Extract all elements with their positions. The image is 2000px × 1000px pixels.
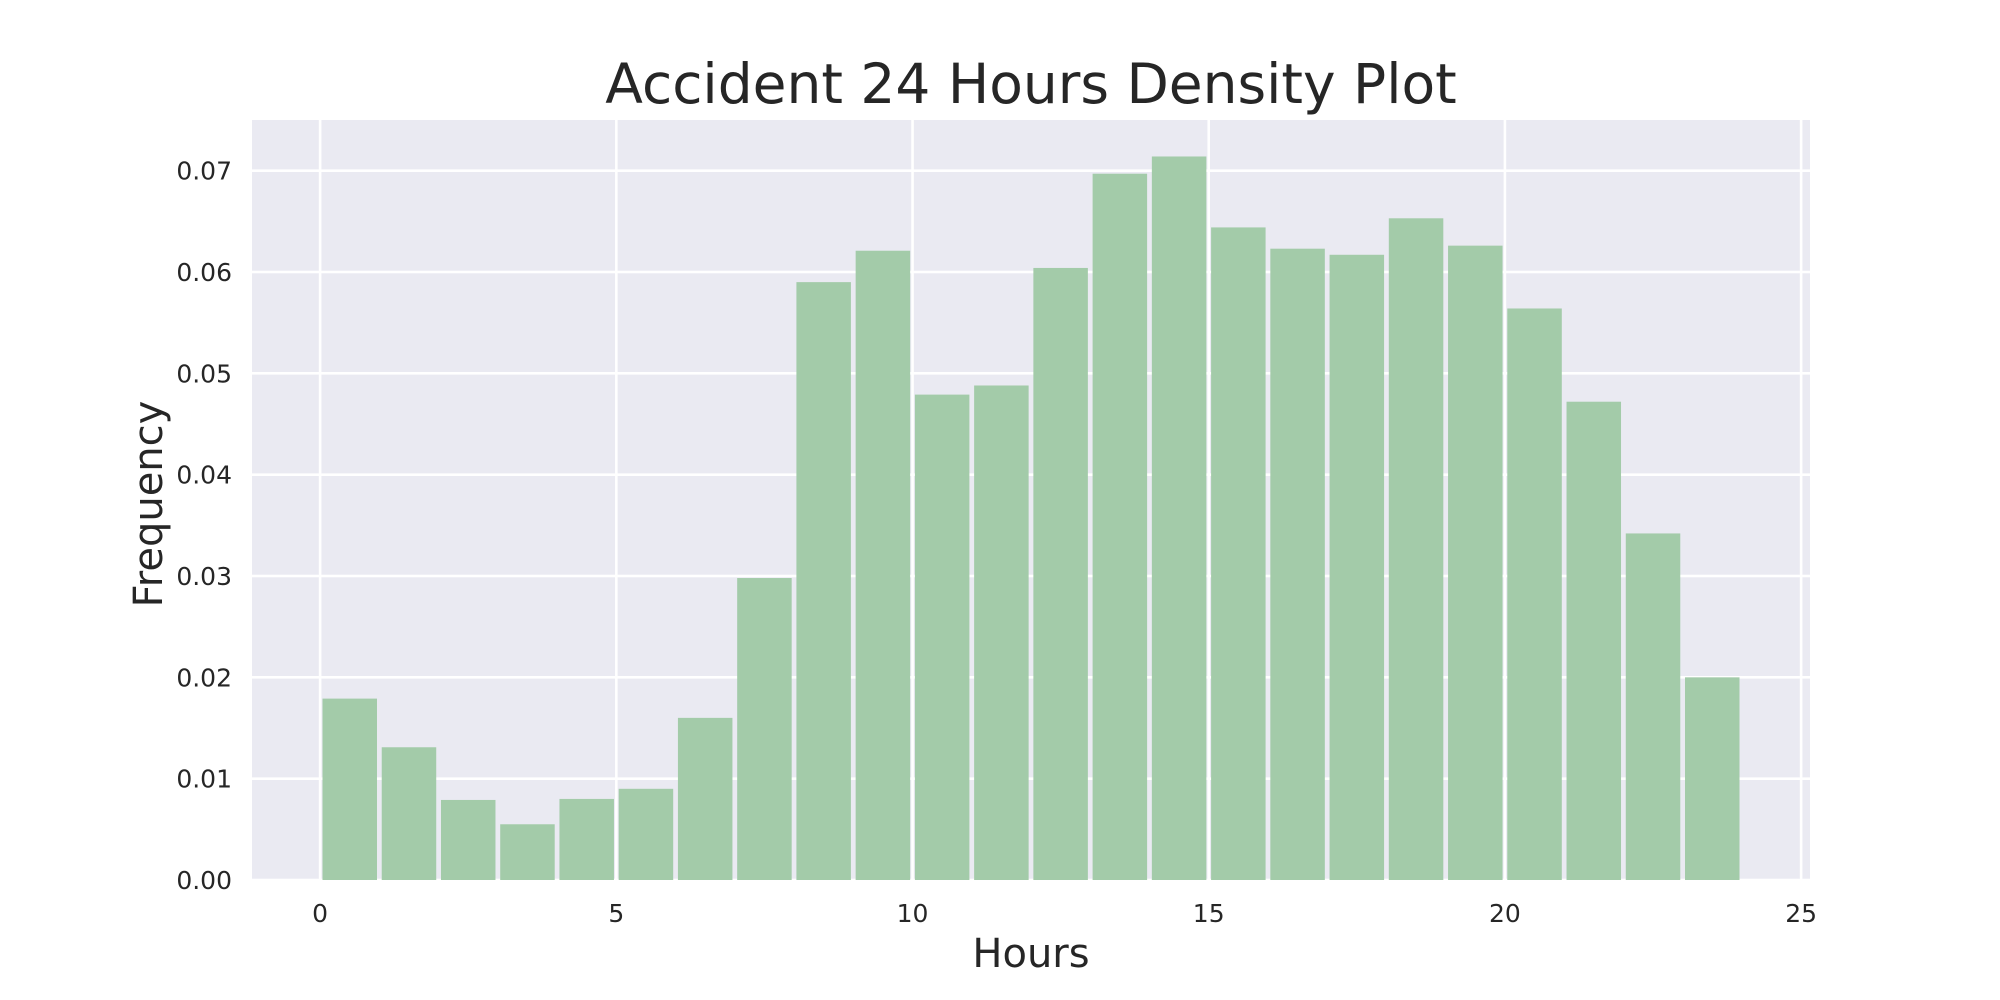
histogram-bar <box>974 385 1029 880</box>
histogram-bar <box>855 250 911 881</box>
histogram-bar <box>1388 218 1444 881</box>
histogram-bar <box>914 394 970 880</box>
histogram-bar <box>559 798 614 880</box>
histogram-bar <box>1685 677 1740 880</box>
y-tick-label: 0.04 <box>176 461 232 490</box>
histogram-bar <box>618 788 674 880</box>
x-tick-label: 25 <box>1785 899 1817 928</box>
x-tick-labels: 0 5 10 15 20 25 <box>312 899 1817 928</box>
x-axis-title: Hours <box>972 931 1089 977</box>
histogram-bar <box>1033 267 1088 880</box>
chart-title: Accident 24 Hours Density Plot <box>605 52 1456 116</box>
histogram-bar <box>1507 308 1562 881</box>
histogram-bar <box>1211 227 1266 880</box>
histogram-bar <box>1566 401 1622 880</box>
histogram-bar <box>1151 156 1207 881</box>
x-tick-label: 20 <box>1489 899 1521 928</box>
histogram-bar <box>322 698 377 880</box>
histogram-bar <box>381 747 437 880</box>
histogram-bar <box>440 799 496 880</box>
histogram-bar <box>737 578 792 880</box>
y-tick-label: 0.06 <box>176 258 232 287</box>
histogram-bar <box>1092 173 1148 880</box>
y-tick-label: 0.05 <box>176 359 232 388</box>
y-tick-label: 0.00 <box>176 866 232 895</box>
x-gridlines <box>318 120 1803 880</box>
histogram-bar <box>677 717 733 880</box>
y-tick-label: 0.07 <box>176 157 232 186</box>
x-tick-label: 10 <box>897 899 929 928</box>
histogram-bar <box>796 282 851 880</box>
histogram-bar <box>500 824 555 880</box>
y-tick-labels: 0.00 0.01 0.02 0.03 0.04 0.05 0.06 0.07 <box>176 157 232 895</box>
y-tick-label: 0.01 <box>176 765 232 794</box>
y-tick-label: 0.02 <box>176 663 232 692</box>
histogram-bar <box>1270 248 1325 880</box>
y-axis-title: Frequency <box>126 401 172 608</box>
x-tick-label: 15 <box>1193 899 1225 928</box>
histogram-bar <box>1329 254 1385 880</box>
histogram-bars <box>322 156 1740 881</box>
x-tick-label: 5 <box>608 899 624 928</box>
y-tick-label: 0.03 <box>176 562 232 591</box>
histogram-bar <box>1625 533 1681 880</box>
histogram-bar <box>1448 245 1503 880</box>
x-tick-label: 0 <box>312 899 328 928</box>
